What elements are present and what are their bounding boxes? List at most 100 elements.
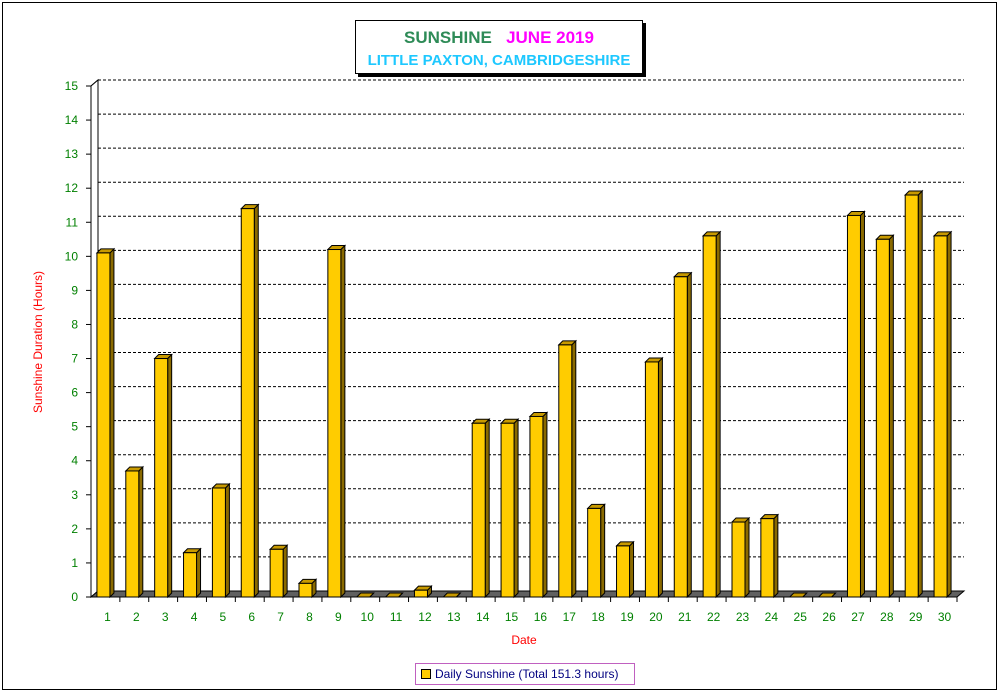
bar (586, 503, 606, 599)
x-tick-label: 5 (220, 610, 227, 624)
x-tick-label: 10 (361, 610, 375, 624)
y-tick-label: 2 (71, 522, 78, 536)
bar-front (904, 194, 919, 598)
x-tick-label: 6 (248, 610, 255, 624)
bar (95, 247, 116, 599)
bar-front (616, 545, 631, 598)
x-tick-label: 12 (418, 610, 432, 624)
bar-side (917, 189, 923, 599)
x-tick-label: 20 (649, 610, 663, 624)
title-month: JUNE 2019 (506, 28, 594, 47)
bar (846, 210, 866, 599)
bar-front (471, 422, 486, 598)
bar-front (529, 415, 544, 598)
bar-side (657, 356, 663, 599)
y-tick-label: 8 (71, 317, 78, 331)
x-tick-label: 22 (707, 610, 721, 624)
y-axis-label: Sunshine Duration (Hours) (31, 271, 45, 413)
bar-side (513, 418, 519, 599)
bar-side (686, 271, 692, 599)
x-tick-label: 4 (191, 610, 198, 624)
bar-side (773, 513, 779, 599)
bar-front (298, 582, 313, 598)
legend-swatch (421, 669, 431, 679)
title-sunshine: SUNSHINE (404, 28, 492, 47)
bar-side (946, 230, 952, 599)
bar-side (224, 482, 230, 599)
bar-front (558, 344, 573, 598)
bar-side (196, 547, 202, 599)
x-tick-label: 21 (678, 610, 692, 624)
legend-label: Daily Sunshine (Total 151.3 hours) (435, 667, 619, 681)
bar (326, 244, 347, 599)
y-tick-label: 13 (65, 147, 79, 161)
bar-side (109, 247, 115, 599)
bar (759, 513, 780, 599)
bar-front (183, 552, 198, 598)
bar-front (760, 518, 775, 598)
bar-front (644, 361, 659, 598)
bar (644, 356, 664, 599)
y-tick-label: 7 (71, 352, 78, 366)
bar-side (859, 210, 865, 599)
x-tick-label: 15 (505, 610, 519, 624)
bar (932, 230, 953, 599)
x-tick-label: 19 (620, 610, 634, 624)
bar (673, 271, 693, 599)
bar-front (211, 487, 226, 598)
bar-front (702, 235, 717, 598)
y-tick-label: 1 (71, 556, 78, 570)
x-tick-label: 23 (736, 610, 750, 624)
x-tick-label: 1 (104, 610, 111, 624)
x-tick-label: 11 (390, 610, 403, 624)
bar (557, 339, 578, 599)
y-tick-label: 11 (66, 215, 79, 229)
x-tick-label: 14 (476, 610, 490, 624)
y-tick-label: 5 (71, 420, 78, 434)
bar (413, 584, 433, 599)
bar-front (269, 548, 284, 598)
x-tick-label: 17 (563, 610, 577, 624)
bar-front (673, 276, 688, 598)
bar (903, 189, 924, 599)
y-tick-label: 6 (71, 386, 78, 400)
chart-title-box: SUNSHINE JUNE 2019 LITTLE PAXTON, CAMBRI… (355, 20, 643, 74)
bar-side (138, 465, 144, 599)
bar (124, 465, 145, 599)
bar-front (846, 214, 861, 598)
bar-side (340, 244, 346, 599)
bar-side (167, 353, 173, 599)
x-axis-label: Date (511, 633, 537, 647)
x-tick-label: 29 (909, 610, 923, 624)
bar-side (744, 516, 750, 599)
x-tick-label: 16 (534, 610, 548, 624)
chart-title: SUNSHINE JUNE 2019 (356, 28, 642, 48)
bar-side (542, 411, 548, 599)
bar-front (587, 507, 602, 598)
bar-front (875, 238, 890, 598)
x-tick-label: 8 (306, 610, 313, 624)
bar (211, 482, 231, 599)
bar (528, 411, 549, 599)
bar-front (125, 470, 140, 598)
x-tick-label: 24 (765, 610, 779, 624)
y-tick-label: 9 (71, 283, 78, 297)
bar-front (154, 358, 169, 598)
bar (701, 230, 722, 599)
chart-subtitle: LITTLE PAXTON, CAMBRIDGESHIRE (367, 52, 631, 69)
y-tick-label: 3 (71, 488, 78, 502)
x-tick-label: 27 (851, 610, 865, 624)
bar-side (629, 540, 635, 599)
bar-side (484, 418, 490, 599)
bar-side (253, 203, 259, 599)
bar-side (600, 503, 606, 599)
bar (182, 547, 202, 599)
bar (730, 516, 751, 599)
x-tick-label: 13 (447, 610, 461, 624)
y-tick-label: 15 (65, 79, 79, 93)
x-tick-label: 28 (880, 610, 894, 624)
x-tick-label: 26 (822, 610, 836, 624)
x-tick-label: 9 (335, 610, 342, 624)
